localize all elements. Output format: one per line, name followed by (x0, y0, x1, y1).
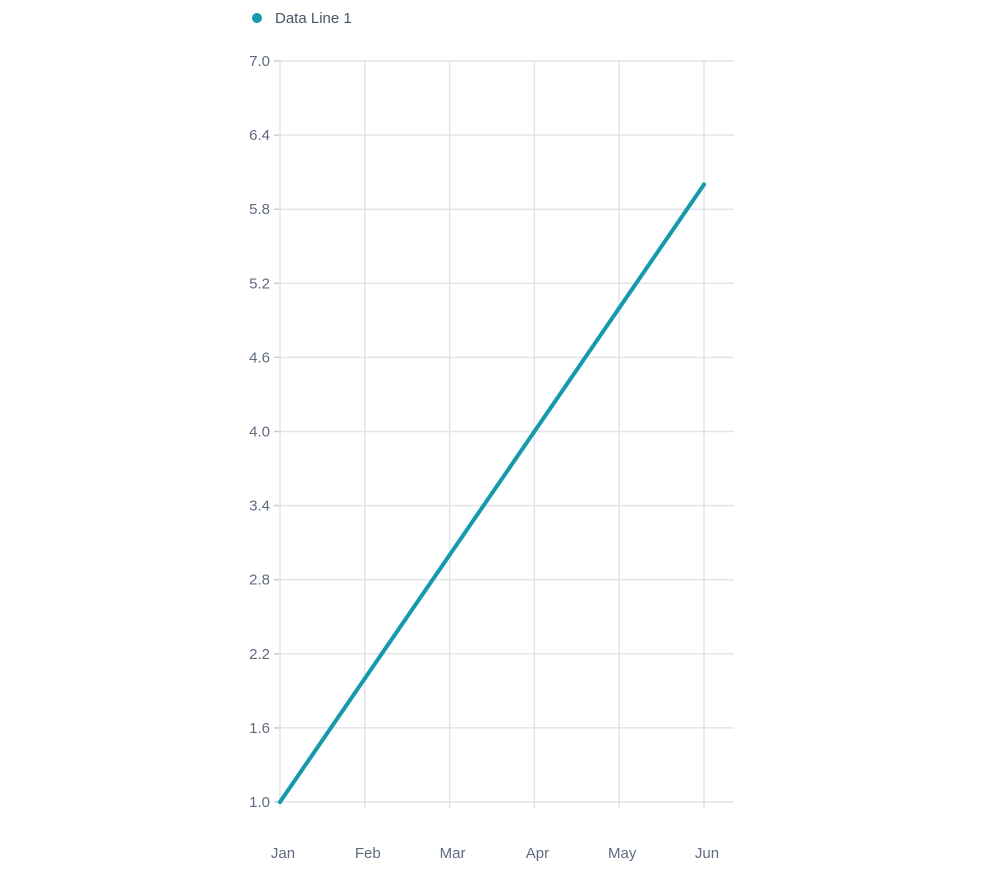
legend-label-data-line-1: Data Line 1 (275, 10, 352, 27)
y-tick-label: 5.2 (249, 275, 270, 292)
x-tick-label: May (608, 845, 637, 862)
y-tick-label: 5.8 (249, 201, 270, 218)
y-tick-label: 4.0 (249, 424, 270, 441)
legend: Data Line 1 (252, 10, 352, 27)
y-tick-label: 1.6 (249, 720, 270, 737)
y-tick-label: 6.4 (249, 127, 270, 144)
grid (274, 60, 734, 808)
y-tick-label: 1.0 (249, 794, 270, 811)
y-tick-label: 3.4 (249, 498, 270, 515)
y-axis-labels: 1.0 1.6 2.2 2.8 3.4 4.0 4.6 5.2 5.8 6.4 7.0 (249, 53, 270, 811)
x-tick-label: Apr (526, 845, 549, 862)
data-point (278, 800, 282, 804)
data-point (702, 182, 706, 187)
data-point (447, 553, 452, 557)
x-tick-label: Mar (440, 845, 466, 862)
series-line-data-line-1 (278, 182, 706, 804)
x-tick-label: Feb (355, 845, 381, 862)
series-layer (278, 182, 706, 804)
data-point (532, 429, 537, 434)
y-tick-label: 7.0 (249, 53, 270, 70)
x-tick-label: Jan (271, 845, 295, 862)
legend-marker-data-line-1 (252, 13, 262, 23)
x-axis-labels: Jan Feb Mar Apr May Jun (271, 845, 719, 862)
data-point (362, 676, 367, 681)
y-tick-label: 2.2 (249, 646, 270, 663)
data-point (617, 306, 622, 310)
x-tick-label: Jun (695, 845, 719, 862)
y-tick-label: 4.6 (249, 349, 270, 366)
y-tick-label: 2.8 (249, 572, 270, 589)
